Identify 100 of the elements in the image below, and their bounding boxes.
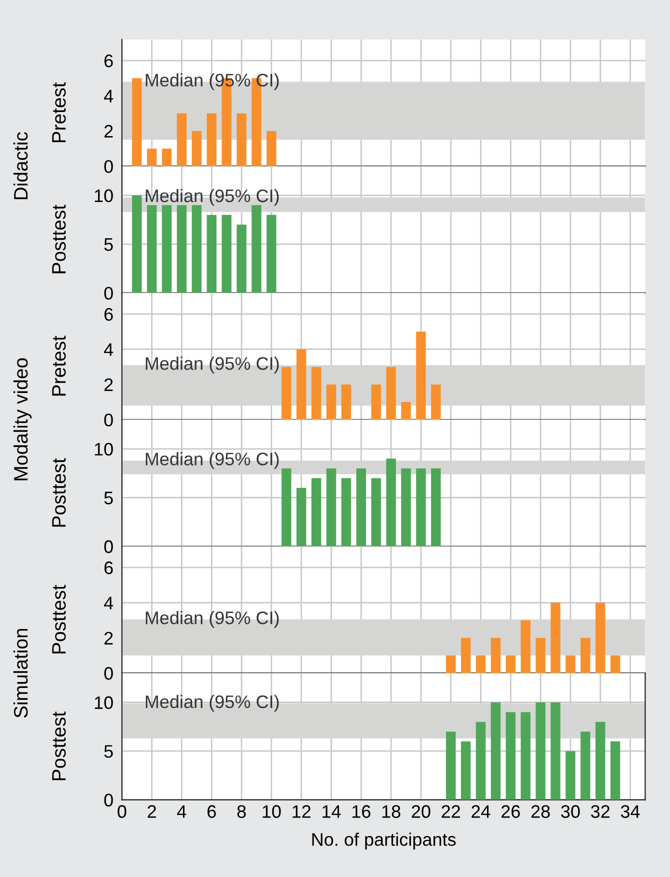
y-tick-label: 4 xyxy=(104,596,114,610)
bar xyxy=(416,332,426,420)
y-tick-label: 0 xyxy=(104,540,113,554)
y-tick-label: 5 xyxy=(104,745,113,758)
bar xyxy=(610,655,620,674)
bar xyxy=(490,638,501,674)
bar xyxy=(176,113,187,166)
y-axis-title: Posttest xyxy=(52,458,66,527)
bar xyxy=(431,468,441,546)
y-tick-label: 4 xyxy=(104,343,114,356)
band-label: Median (95% CI) xyxy=(146,188,279,206)
bar xyxy=(506,655,516,674)
bar xyxy=(341,384,352,420)
bar xyxy=(460,741,471,800)
y-tick-label: 2 xyxy=(104,124,113,138)
bar xyxy=(341,478,352,546)
y-tick-label: 4 xyxy=(104,90,114,102)
x-tick-label: 8 xyxy=(237,805,246,818)
band-label: Median (95% CI) xyxy=(146,452,279,469)
bar xyxy=(550,702,560,800)
bar xyxy=(311,478,322,546)
y-tick-label: 6 xyxy=(104,308,113,321)
bar xyxy=(236,113,246,166)
x-tick-label: 28 xyxy=(531,805,550,818)
bar xyxy=(386,366,396,420)
bar xyxy=(296,488,306,546)
bar xyxy=(266,130,276,166)
x-tick-label: 18 xyxy=(382,805,400,818)
y-axis-title: Posttest xyxy=(52,204,66,274)
y-axis-title: Pretest xyxy=(52,82,66,142)
bar xyxy=(371,478,381,546)
bar xyxy=(610,741,620,800)
x-tick-label: 0 xyxy=(118,805,126,818)
x-tick-label: 32 xyxy=(591,805,610,818)
bar xyxy=(236,224,246,293)
bar xyxy=(401,402,411,420)
y-tick-label: 6 xyxy=(104,54,113,68)
bar xyxy=(206,214,216,293)
bar xyxy=(326,384,336,420)
x-axis-title: No. of participants xyxy=(312,832,456,850)
x-tick-label: 34 xyxy=(620,805,640,818)
band-label: Median (95% CI) xyxy=(146,694,279,712)
y-tick-label: 5 xyxy=(104,492,113,504)
y-axis-title: Posttest xyxy=(52,712,66,780)
bar xyxy=(431,384,441,420)
x-tick-label: 12 xyxy=(292,805,310,818)
x-tick-label: 4 xyxy=(177,805,186,818)
bar xyxy=(460,638,471,674)
bar xyxy=(596,722,606,800)
x-tick-label: 14 xyxy=(322,805,341,818)
y-tick-label: 5 xyxy=(104,238,113,251)
bar xyxy=(192,205,202,293)
bar xyxy=(416,468,426,546)
band-label: Median (95% CI) xyxy=(146,611,279,628)
x-tick-label: 30 xyxy=(561,805,580,818)
y-tick-label: 10 xyxy=(94,189,113,202)
y-tick-label: 0 xyxy=(104,794,113,807)
bar xyxy=(326,468,336,546)
x-tick-label: 10 xyxy=(262,805,281,818)
y-tick-label: 0 xyxy=(104,160,113,173)
x-tick-label: 2 xyxy=(148,805,156,818)
x-tick-label: 24 xyxy=(472,805,490,818)
bar xyxy=(580,638,590,674)
y-axis-title: Posttest xyxy=(52,584,66,654)
bar xyxy=(476,655,486,674)
bar xyxy=(536,702,546,800)
bar xyxy=(446,655,456,674)
x-tick-label: 16 xyxy=(352,805,370,818)
x-tick-label: 22 xyxy=(442,805,460,818)
y-tick-label: 0 xyxy=(104,667,113,680)
bar xyxy=(222,214,232,293)
bar xyxy=(266,214,276,293)
bar xyxy=(580,732,590,800)
bar xyxy=(311,366,322,420)
bar xyxy=(176,205,187,293)
x-tick-label: 20 xyxy=(412,805,430,818)
bar xyxy=(296,349,306,420)
bar xyxy=(146,205,157,293)
bar xyxy=(550,602,560,674)
bar xyxy=(162,148,172,166)
band-label: Median (95% CI) xyxy=(146,356,279,374)
y-tick-label: 2 xyxy=(104,632,113,644)
y-axis-title: Pretest xyxy=(52,336,66,396)
bar xyxy=(162,205,172,293)
x-tick-label: 6 xyxy=(208,805,216,818)
y-tick-label: 2 xyxy=(104,378,113,391)
bar xyxy=(356,468,366,546)
bar xyxy=(566,751,576,800)
y-tick-label: 6 xyxy=(104,561,113,574)
y-tick-label: 0 xyxy=(104,414,113,426)
text: Didactic xyxy=(13,132,28,200)
text: Modality video xyxy=(13,358,32,480)
bar xyxy=(386,458,396,546)
bar xyxy=(476,722,486,800)
bar xyxy=(490,702,501,800)
bar xyxy=(132,78,142,166)
bar xyxy=(252,205,262,293)
bar xyxy=(596,602,606,674)
bar xyxy=(446,732,456,800)
bar xyxy=(192,130,202,166)
